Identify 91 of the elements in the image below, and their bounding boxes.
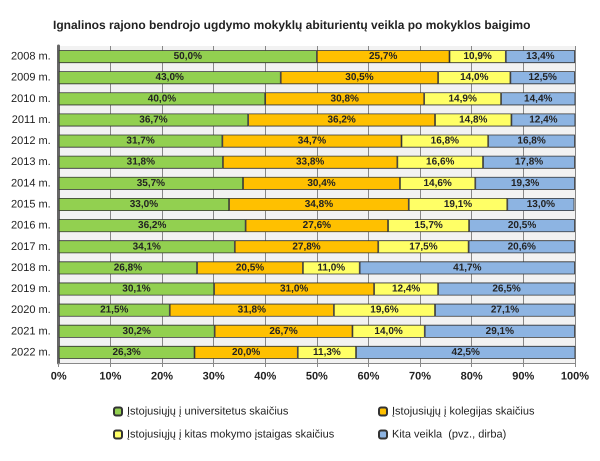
data-label: 14,0% [374,326,403,337]
data-label: 14,4% [524,93,553,104]
data-label: 34,8% [304,199,334,210]
data-label: 31,8% [126,156,156,168]
data-label: 20,5% [508,220,536,232]
data-label: 31,8% [238,304,266,316]
data-label: 50,0% [174,51,202,62]
data-label: 20,5% [236,262,264,274]
data-label: 26,5% [492,284,521,295]
legend-label: Įstojusiųjų į kolegijas skaičius [392,406,535,418]
data-label: 19,1% [444,199,472,210]
y-tick-label: 2022 m. [10,346,51,358]
y-tick-label: 2010 m. [10,92,51,105]
data-label: 19,3% [510,178,540,189]
x-tick-label: 30% [202,370,225,382]
data-label: 43,0% [156,72,184,84]
x-tick-label: 40% [254,370,276,382]
data-label: 42,5% [452,346,480,358]
data-label: 34,1% [132,241,162,252]
data-label: 26,7% [269,326,298,337]
data-label: 12,4% [529,114,558,126]
data-label: 40,0% [148,93,176,104]
data-label: 30,2% [122,326,151,337]
x-tick-label: 20% [150,370,174,382]
y-tick-label: 2015 m. [10,198,51,210]
data-label: 16,8% [430,136,460,147]
y-tick-label: 2017 m. [10,240,51,253]
data-label: 29,1% [486,326,514,337]
data-label: 12,5% [528,72,557,84]
y-tick-label: 2018 m. [10,262,51,274]
data-label: 21,5% [100,304,129,316]
data-label: 36,7% [139,114,168,126]
x-tick-label: 70% [409,370,432,382]
x-tick-label: 80% [460,370,483,382]
data-label: 19,6% [370,304,399,316]
data-label: 14,8% [459,114,488,126]
x-tick-label: 50% [306,370,328,382]
data-label: 36,2% [327,114,356,126]
data-label: 33,0% [130,199,158,210]
data-label: 20,0% [232,346,260,358]
data-label: 14,9% [448,93,477,104]
data-label: 17,8% [514,156,544,168]
data-label: 27,8% [292,241,321,252]
x-tick-label: 90% [512,370,535,382]
x-tick-label: 100% [560,370,590,382]
data-label: 16,8% [517,136,546,147]
x-tick-label: 60% [357,370,380,382]
y-tick-label: 2008 m. [10,50,51,63]
data-label: 27,6% [302,220,332,232]
data-label: 35,7% [136,178,166,189]
data-label: 26,8% [114,262,142,274]
y-tick-label: 2016 m. [10,220,51,232]
y-tick-label: 2021 m. [10,325,51,338]
data-label: 16,6% [426,156,454,168]
y-tick-label: 2020 m. [10,304,51,316]
data-label: 34,7% [298,136,326,147]
data-label: 13,0% [526,199,556,210]
data-label: 14,0% [460,72,489,84]
y-tick-label: 2009 m. [10,72,51,84]
data-label: 30,4% [307,178,336,189]
data-label: 11,3% [313,346,341,358]
legend-label: Įstojusiųjų į kitas mokymo įstaigas skaičius [127,428,335,440]
data-label: 33,8% [296,156,324,168]
data-label: 12,4% [392,284,420,295]
data-label: 41,7% [453,262,482,274]
chart-title: Ignalinos rajono bendrojo ugdymo mokyklų abiturientų veikla po mokyklos baigimo [53,18,530,32]
data-label: 27,1% [490,304,520,316]
data-label: 30,1% [122,284,151,295]
x-tick-label: 0% [50,370,67,382]
legend-label: Kita veikla (pvz., dirba) [392,428,506,440]
data-label: 31,0% [280,284,308,295]
y-tick-label: 2013 m. [10,156,51,168]
y-tick-label: 2019 m. [10,283,51,296]
y-tick-label: 2014 m. [10,177,51,190]
data-label: 36,2% [138,220,166,232]
data-label: 10,9% [463,51,492,62]
data-label: 31,7% [126,136,155,147]
data-label: 15,7% [414,220,443,232]
data-label: 13,4% [526,51,555,62]
legend-label: Įstojusiųjų į universitetus skaičius [127,406,289,418]
data-label: 14,6% [423,178,452,189]
x-tick-label: 10% [99,370,122,382]
data-label: 17,5% [409,241,438,252]
data-label: 11,0% [317,262,346,274]
data-label: 30,8% [330,93,359,104]
data-label: 25,7% [368,51,398,62]
data-label: 26,3% [112,346,141,358]
y-tick-label: 2011 m. [12,114,51,126]
data-label: 20,6% [508,241,536,252]
y-tick-label: 2012 m. [10,135,51,148]
data-label: 30,5% [345,72,374,84]
